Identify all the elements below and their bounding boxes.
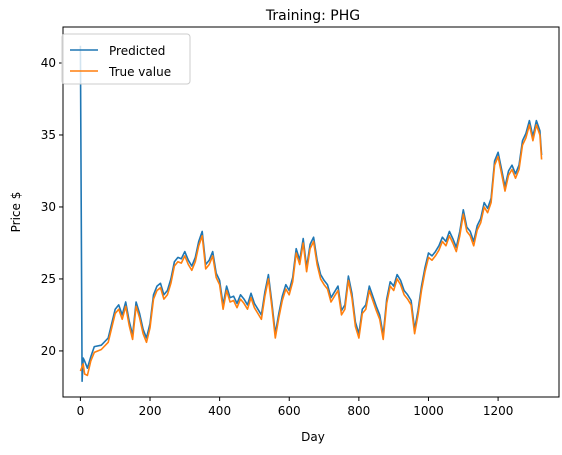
x-tick-label: 400 (208, 404, 231, 418)
x-tick-label: 800 (347, 404, 370, 418)
series-line-predicted (79, 45, 543, 383)
y-tick-label: 25 (41, 272, 56, 286)
legend-label-true-value: True value (108, 65, 171, 79)
plot-frame (62, 26, 560, 398)
x-tick-label: 0 (77, 404, 85, 418)
y-tick-label: 40 (41, 56, 56, 70)
y-tick-label: 20 (41, 344, 56, 358)
legend: Predicted True value (61, 33, 191, 85)
y-axis-ticks: 20 25 30 35 40 (41, 56, 63, 358)
x-tick-label: 1200 (483, 404, 514, 418)
chart-title: Training: PHG (265, 8, 360, 24)
series-layer (79, 45, 543, 383)
y-axis-label: Price $ (9, 192, 23, 233)
x-tick-label: 200 (139, 404, 162, 418)
series-line-true-value (79, 124, 543, 377)
legend-label-predicted: Predicted (109, 44, 165, 58)
x-tick-label: 600 (278, 404, 301, 418)
y-tick-label: 35 (41, 128, 56, 142)
y-tick-label: 30 (41, 200, 56, 214)
x-tick-label: 1000 (413, 404, 444, 418)
x-axis-label: Day (301, 430, 325, 444)
x-axis-ticks: 0 200 400 600 800 1000 1200 (77, 397, 514, 418)
